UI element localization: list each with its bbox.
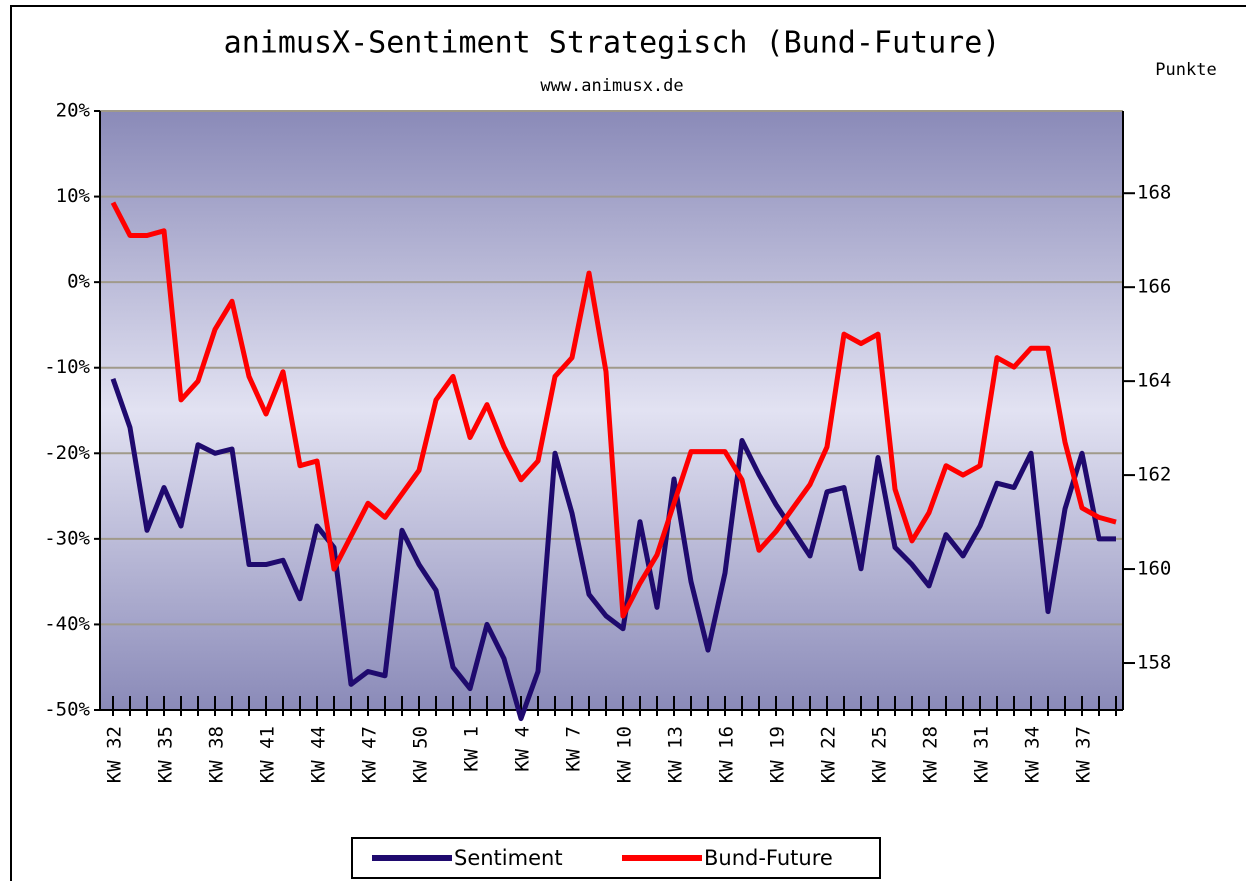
y-tick-label: -20% (44, 442, 90, 464)
plot-area (100, 111, 1123, 710)
legend-label: Bund-Future (704, 846, 833, 870)
y2-tick-label: 162 (1137, 464, 1171, 486)
x-tick-label: KW 1 (461, 726, 483, 772)
y-tick-label: -30% (44, 527, 90, 549)
y2-tick-label: 164 (1137, 370, 1171, 392)
x-tick-label: KW 4 (512, 726, 534, 772)
x-tick-label: KW 35 (155, 726, 177, 783)
y2-axis-label: Punkte (1155, 60, 1216, 80)
y-tick-label: 10% (56, 185, 91, 207)
y-tick-label: 20% (56, 100, 91, 122)
frame (10, 5, 1246, 881)
x-tick-label: KW 41 (257, 726, 279, 783)
x-tick-label: KW 37 (1073, 726, 1095, 783)
y-tick-label: 0% (67, 271, 90, 293)
y-tick-label: -10% (44, 356, 90, 378)
x-tick-label: KW 47 (359, 726, 381, 783)
legend: Sentiment Bund-Future (351, 837, 881, 879)
y2-tick-label: 158 (1137, 652, 1171, 674)
y2-tick-label: 160 (1137, 558, 1171, 580)
x-tick-label: KW 44 (308, 726, 330, 783)
x-tick-label: KW 10 (614, 726, 636, 783)
x-tick-label: KW 7 (563, 726, 585, 772)
x-tick-label: KW 32 (104, 726, 126, 783)
legend-label: Sentiment (454, 846, 563, 870)
series-line (110, 378, 1116, 722)
x-tick-label: KW 50 (410, 726, 432, 783)
y2-tick-label: 166 (1137, 276, 1171, 298)
y-tick-label: -50% (44, 699, 90, 721)
x-tick-label: KW 34 (1022, 726, 1044, 783)
series-line (110, 201, 1117, 619)
x-tick-label: KW 22 (818, 726, 840, 783)
x-tick-label: KW 28 (920, 726, 942, 783)
x-tick-label: KW 13 (665, 726, 687, 783)
x-tick-label: KW 38 (206, 726, 228, 783)
chart-title: animusX-Sentiment Strategisch (Bund-Futu… (224, 26, 1001, 61)
x-tick-label: KW 19 (767, 726, 789, 783)
chart-subtitle: www.animusx.de (540, 76, 683, 96)
x-tick-label: KW 16 (716, 726, 738, 783)
y-tick-label: -40% (44, 613, 90, 635)
x-tick-label: KW 31 (971, 726, 993, 783)
y2-tick-label: 168 (1137, 182, 1171, 204)
x-tick-label: KW 25 (869, 726, 891, 783)
